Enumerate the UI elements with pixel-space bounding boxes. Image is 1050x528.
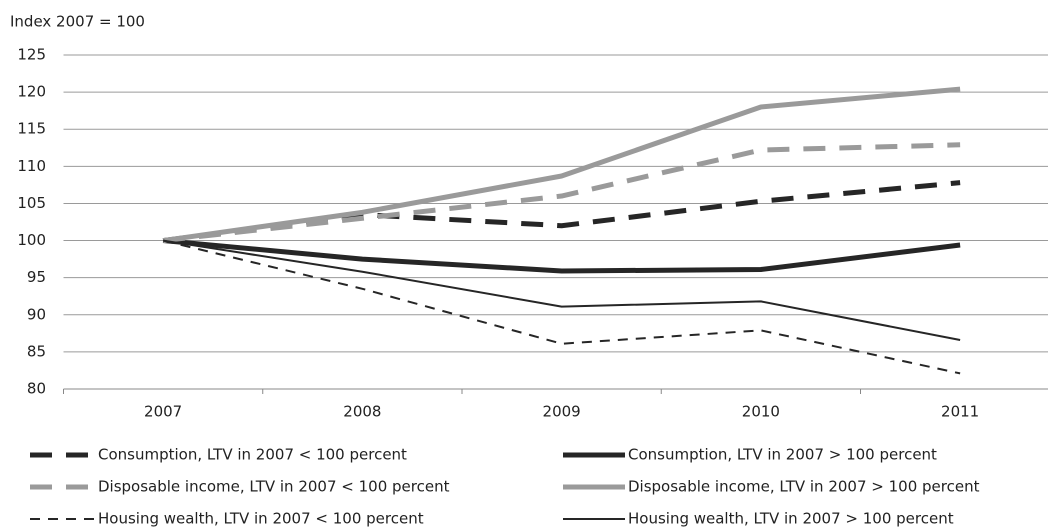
- x-tick-label: 2009: [543, 403, 581, 421]
- y-tick-label: 100: [17, 231, 46, 249]
- legend-label: Housing wealth, LTV in 2007 < 100 percen…: [98, 510, 424, 528]
- legend-label: Consumption, LTV in 2007 < 100 percent: [98, 446, 407, 464]
- series-line: [162, 239, 961, 341]
- y-tick-label: 80: [27, 380, 46, 398]
- series-line: [162, 86, 961, 244]
- y-tick-label: 115: [17, 120, 46, 138]
- x-tick-label: 2008: [343, 403, 381, 421]
- y-tick-label: 120: [17, 83, 46, 101]
- x-tick-label: 2011: [941, 403, 979, 421]
- series-line: [162, 238, 961, 274]
- y-axis-label: Index 2007 = 100: [10, 13, 145, 31]
- y-tick-label: 90: [27, 305, 46, 323]
- y-tick-label: 105: [17, 194, 46, 212]
- legend-label: Disposable income, LTV in 2007 < 100 per…: [98, 478, 450, 496]
- legend-label: Housing wealth, LTV in 2007 > 100 percen…: [628, 510, 954, 528]
- y-tick-label: 125: [17, 46, 46, 64]
- y-tick-label: 85: [27, 342, 46, 360]
- series-line: [162, 142, 961, 244]
- legend-label: Disposable income, LTV in 2007 > 100 per…: [628, 478, 980, 496]
- x-tick-label: 2010: [742, 403, 780, 421]
- legend-label: Consumption, LTV in 2007 > 100 percent: [628, 446, 937, 464]
- x-tick-label: 2007: [144, 403, 182, 421]
- y-tick-label: 95: [27, 268, 46, 286]
- series-line: [162, 180, 961, 244]
- y-tick-label: 110: [17, 157, 46, 175]
